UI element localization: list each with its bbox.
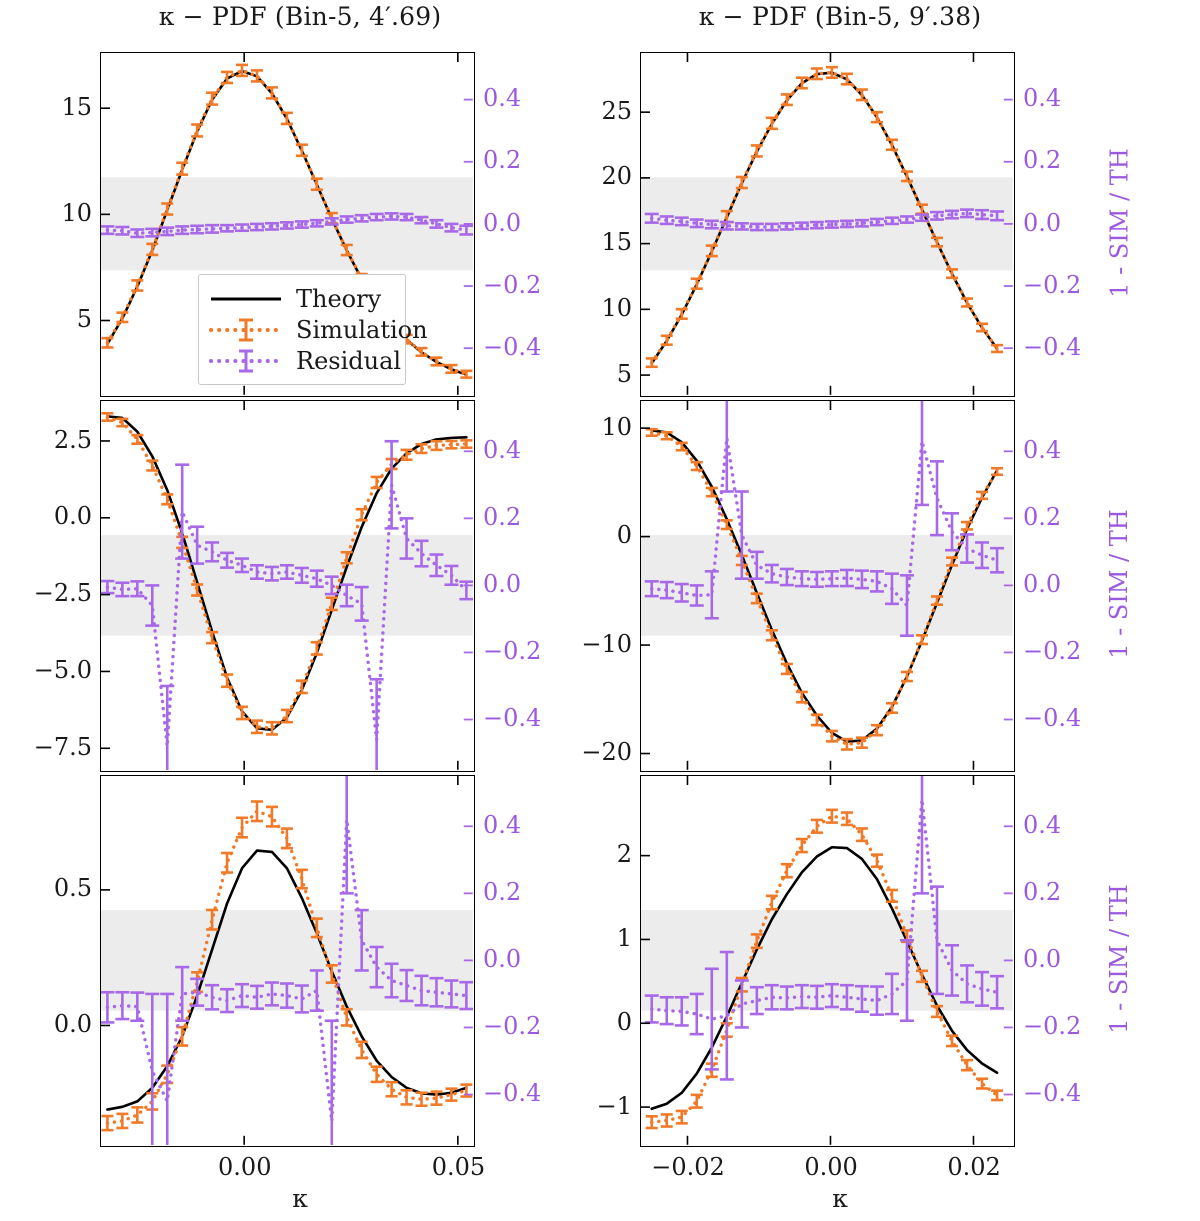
plot-panel-fid-938 — [640, 52, 1015, 397]
right-ytick-label: −0.2 — [483, 637, 542, 666]
residual-band — [641, 177, 1013, 271]
right-ytick-label: 0.0 — [483, 945, 522, 973]
legend-label: Theory — [296, 284, 382, 313]
ytick-label: 0.0 — [53, 502, 92, 531]
xtick-label: −0.02 — [651, 1153, 725, 1181]
right-ytick-label: −0.2 — [483, 270, 542, 299]
ytick-label: −5.0 — [33, 656, 92, 685]
right-ytick-label: 0.4 — [1023, 84, 1062, 113]
ytick-label: 25 — [601, 96, 632, 125]
simulation-series — [645, 427, 1004, 751]
xaxis-label-right: κ — [832, 1184, 848, 1213]
right-ytick-label: −0.4 — [1023, 1079, 1082, 1108]
ytick-label: 0.0 — [53, 1010, 92, 1039]
right-ytick-label: 0.0 — [1023, 945, 1062, 973]
xaxis-label-left: κ — [292, 1184, 308, 1213]
right-yaxis-label-row-1: 1 - SIM / TH — [1105, 509, 1133, 659]
right-ytick-label: 0.2 — [483, 146, 522, 175]
theory-curve — [650, 845, 999, 1111]
tick-marks — [641, 53, 1013, 395]
ytick-label: −1 — [596, 1091, 632, 1120]
column-title-left: κ − PDF (Bin-5, 4′.69) — [158, 2, 442, 31]
right-ytick-label: −0.2 — [1023, 270, 1082, 299]
right-ytick-label: −0.4 — [483, 1079, 542, 1108]
right-ytick-label: −0.2 — [1023, 637, 1082, 666]
legend-label: Simulation — [296, 315, 428, 344]
residual-series — [101, 776, 473, 1145]
ytick-label: 1 — [616, 924, 632, 953]
xtick-label: 0.00 — [218, 1153, 272, 1181]
plot-panel-der-w0-938 — [640, 775, 1015, 1147]
plot-panel-der-sigma8-938 — [640, 400, 1015, 772]
residual-series — [101, 212, 473, 239]
tick-marks — [101, 53, 473, 395]
column-title-right: κ − PDF (Bin-5, 9′.38) — [698, 2, 982, 31]
right-ytick-label: −0.4 — [1023, 332, 1082, 361]
legend-item-simulation: Simulation — [209, 314, 428, 345]
right-ytick-label: −0.4 — [1023, 704, 1082, 733]
ytick-label: −2.5 — [33, 579, 92, 608]
right-ytick-label: 0.4 — [483, 810, 522, 839]
tick-marks — [641, 401, 1013, 770]
right-ytick-label: 0.0 — [1023, 208, 1062, 237]
right-ytick-label: 0.2 — [483, 877, 522, 906]
residual-series — [644, 776, 1005, 1081]
tick-marks — [641, 776, 1013, 1145]
ytick-label: 0.5 — [53, 874, 92, 903]
tick-marks — [101, 401, 473, 770]
right-ytick-label: 0.2 — [483, 502, 522, 531]
xtick-label: 0.00 — [804, 1153, 858, 1181]
xtick-label: 0.05 — [431, 1153, 486, 1181]
right-ytick-label: 0.0 — [483, 208, 522, 237]
ytick-label: −20 — [581, 738, 632, 767]
ytick-label: 20 — [601, 162, 632, 191]
right-ytick-label: 0.2 — [1023, 146, 1062, 175]
legend-item-residual: Residual — [209, 345, 401, 376]
right-ytick-label: −0.4 — [483, 332, 542, 361]
right-ytick-label: 0.2 — [1023, 877, 1062, 906]
plot-panel-der-sigma8-469 — [100, 400, 475, 772]
right-ytick-label: 0.0 — [1023, 570, 1062, 598]
ytick-label: 2.5 — [53, 425, 92, 454]
ytick-label: 2 — [616, 840, 632, 869]
residual-series — [101, 439, 473, 770]
legend-key-dotted-errorbar — [209, 349, 283, 372]
ytick-label: 5 — [76, 305, 92, 334]
ytick-label: 10 — [601, 293, 632, 322]
ytick-label: −10 — [581, 629, 632, 658]
right-ytick-label: −0.4 — [483, 704, 542, 733]
residual-series — [644, 401, 1005, 637]
ytick-label: 15 — [601, 228, 632, 257]
residual-series — [644, 208, 1005, 232]
ytick-label: 5 — [616, 359, 632, 388]
ytick-label: 0 — [616, 521, 632, 550]
right-ytick-label: 0.4 — [483, 84, 522, 113]
ytick-label: 15 — [61, 92, 92, 121]
right-ytick-label: 0.0 — [483, 570, 522, 598]
xtick-label: 0.02 — [947, 1153, 1001, 1181]
plot-panel-der-w0-469 — [100, 775, 475, 1147]
residual-band — [101, 535, 473, 636]
right-ytick-label: −0.2 — [1023, 1012, 1082, 1041]
right-ytick-label: 0.4 — [1023, 810, 1062, 839]
right-ytick-label: −0.2 — [483, 1012, 542, 1041]
right-ytick-label: 0.4 — [483, 435, 522, 464]
right-yaxis-label-row-0: 1 - SIM / TH — [1105, 147, 1133, 298]
right-ytick-label: 0.2 — [1023, 502, 1062, 531]
right-ytick-label: 0.4 — [1023, 435, 1062, 464]
ytick-label: 10 — [601, 412, 632, 441]
ytick-label: 10 — [61, 198, 92, 227]
legend-key-solid-line — [211, 297, 281, 300]
tick-marks — [101, 776, 473, 1145]
legend-item-theory: Theory — [209, 283, 393, 314]
legend: Theory Simulation Residual — [198, 274, 428, 385]
ytick-label: 0 — [616, 1007, 632, 1036]
legend-key-dotted-errorbar — [209, 318, 283, 341]
ytick-label: −7.5 — [33, 732, 92, 761]
right-yaxis-label-row-2: 1 - SIM / TH — [1105, 884, 1133, 1034]
legend-label: Residual — [296, 346, 402, 375]
